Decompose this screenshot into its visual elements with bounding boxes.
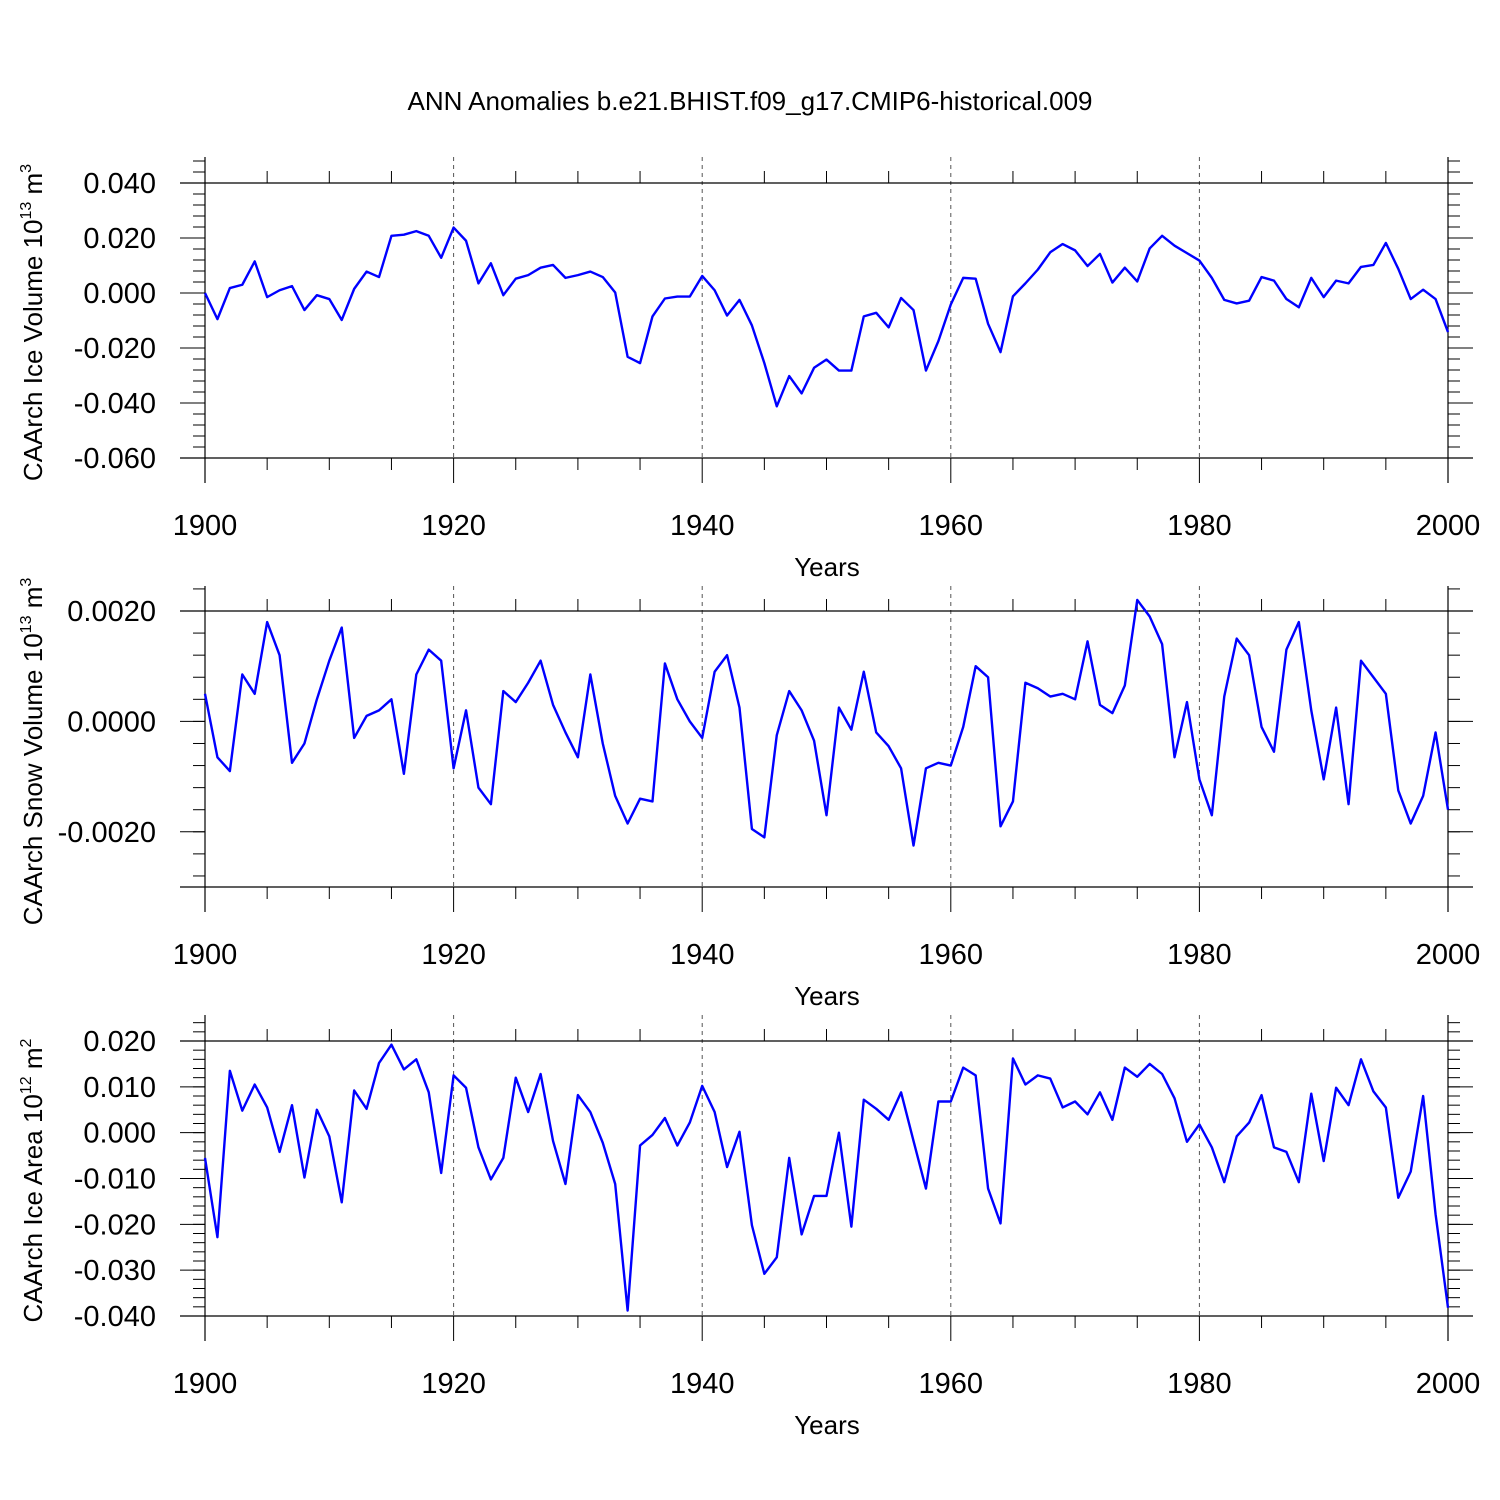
y-tick-label: -0.0020 [58, 817, 156, 849]
x-tick-label: 2000 [1416, 939, 1481, 971]
y-axis-label: CAArch Ice Area 1012 m2 [18, 1038, 48, 1322]
x-axis-label: Years [794, 552, 860, 582]
y-axis-label: CAArch Ice Volume 1013 m3 [18, 164, 48, 481]
y-tick-label: 0.0000 [67, 706, 156, 738]
y-tick-label: -0.030 [74, 1255, 156, 1287]
y-tick-label: 0.040 [83, 168, 156, 200]
y-tick-label: 0.020 [83, 1026, 156, 1058]
y-tick-label: 0.000 [83, 278, 156, 310]
x-tick-label: 1940 [670, 510, 735, 542]
series-line-ice-area [203, 1043, 1450, 1312]
y-tick-label: -0.060 [74, 443, 156, 475]
y-tick-label: -0.020 [74, 333, 156, 365]
x-tick-label: 2000 [1416, 1368, 1481, 1400]
panel-ice-volume: 0.040 0.020 0.000 -0.020 -0.040 -0.060 1900 192… [18, 157, 1480, 582]
x-axis-label: Years [794, 981, 860, 1011]
x-tick-label: 1960 [919, 1368, 984, 1400]
x-tick-label: 1980 [1167, 1368, 1232, 1400]
y-axis-label: CAArch Snow Volume 1013 m3 [18, 578, 48, 926]
x-tick-label: 1900 [173, 510, 238, 542]
series-line-ice-volume [203, 226, 1450, 408]
x-tick-label: 2000 [1416, 510, 1481, 542]
x-tick-label: 1960 [919, 939, 984, 971]
x-tick-label: 1900 [173, 939, 238, 971]
x-tick-label: 1920 [421, 939, 486, 971]
y-tick-label: -0.040 [74, 1301, 156, 1333]
y-tick-label: 0.020 [83, 223, 156, 255]
x-tick-label: 1960 [919, 510, 984, 542]
chart-title: ANN Anomalies b.e21.BHIST.f09_g17.CMIP6-… [407, 86, 1092, 116]
y-tick-label: 0.010 [83, 1072, 156, 1104]
x-tick-label: 1980 [1167, 510, 1232, 542]
x-tick-label: 1980 [1167, 939, 1232, 971]
chart-panels: 0.040 0.020 0.000 -0.020 -0.040 -0.060 1900 192… [18, 157, 1480, 1440]
panel-ice-area: 0.020 0.010 0.000 -0.010 -0.020 -0.030 -0.040 1… [18, 1015, 1480, 1440]
x-tick-label: 1900 [173, 1368, 238, 1400]
x-axis-label: Years [794, 1410, 860, 1440]
series-line-snow-volume [203, 598, 1450, 847]
panel-snow-volume: 0.0020 0.0000 -0.0020 1900 1920 1940 1960 1980 2… [18, 578, 1480, 1011]
x-tick-label: 1920 [421, 510, 486, 542]
y-tick-label: 0.000 [83, 1118, 156, 1150]
y-tick-label: -0.040 [74, 388, 156, 420]
x-tick-label: 1940 [670, 1368, 735, 1400]
x-tick-label: 1940 [670, 939, 735, 971]
y-tick-label: -0.010 [74, 1164, 156, 1196]
y-tick-label: -0.020 [74, 1209, 156, 1241]
x-tick-label: 1920 [421, 1368, 486, 1400]
y-tick-label: 0.0020 [67, 596, 156, 628]
